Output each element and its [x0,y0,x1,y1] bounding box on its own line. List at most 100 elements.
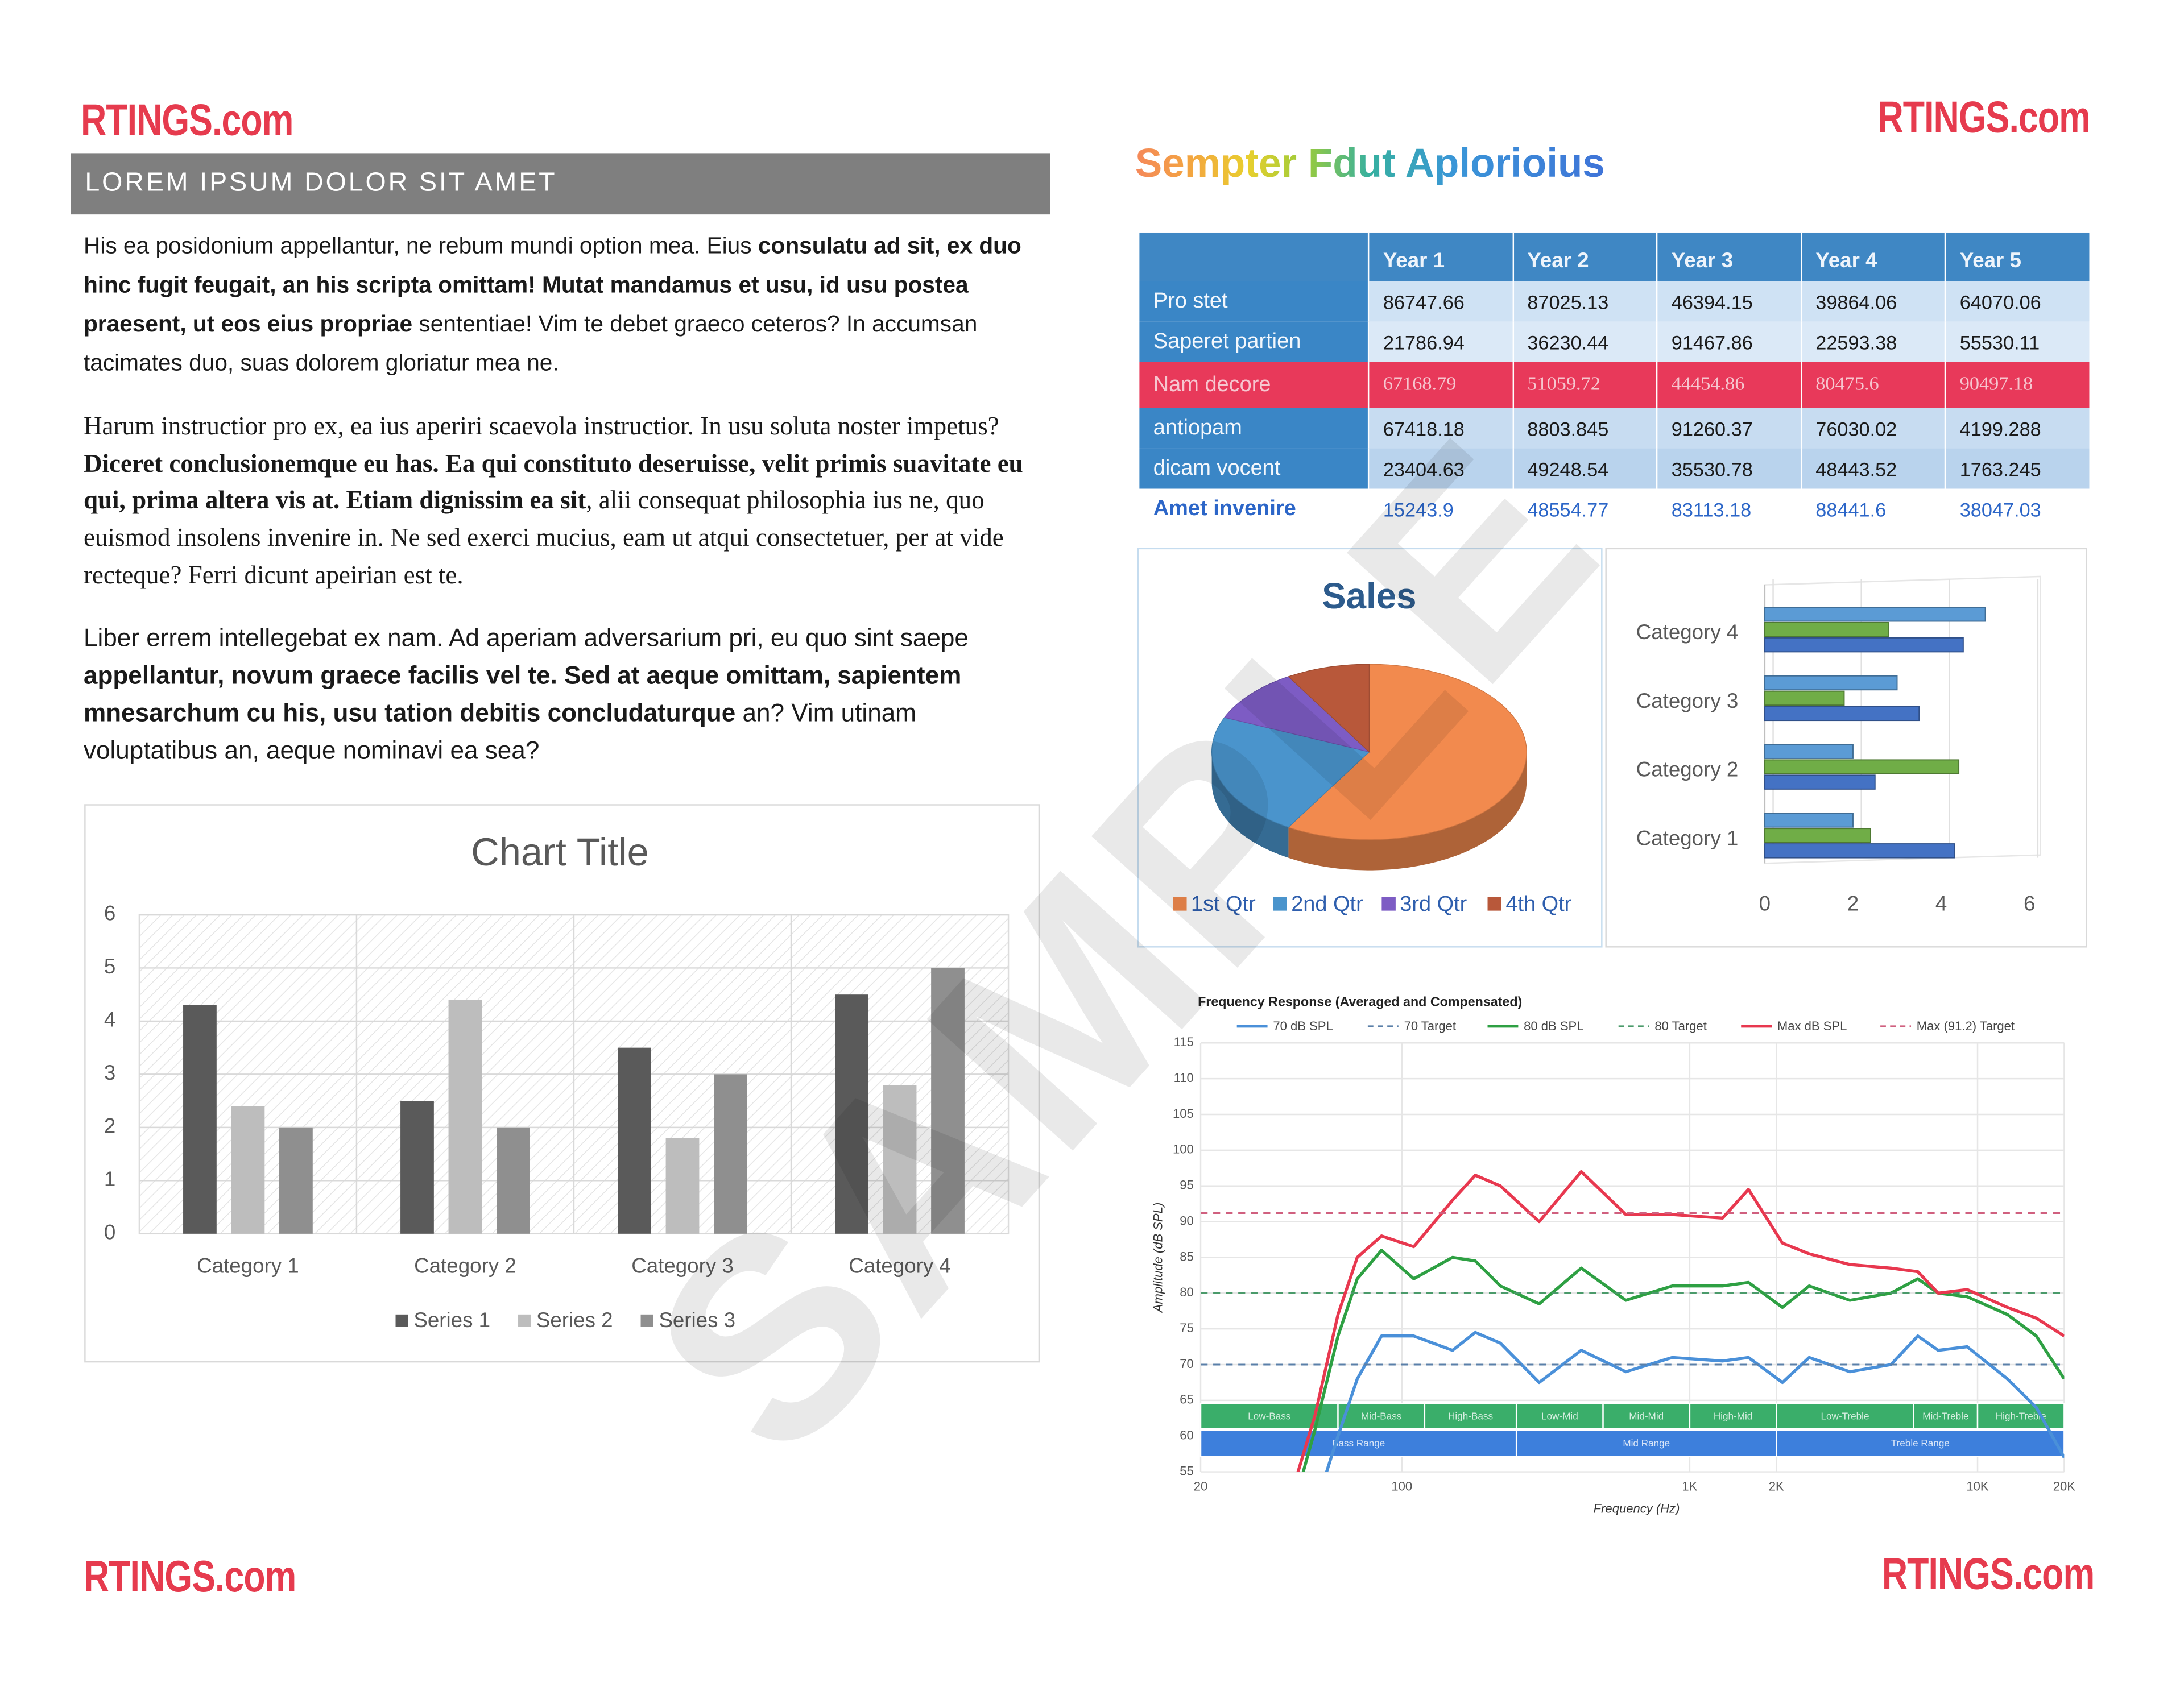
pie-slice [1288,664,1370,753]
data-table: Year 1 Year 2 Year 3 Year 4 Year 5 Pro stet 8… [1138,232,2090,529]
range-label: Bass Range [1332,1437,1385,1449]
corner-cell [1138,232,1369,281]
table-cell: 35530.78 [1656,448,1801,489]
x-tick-label: 100 [1391,1479,1412,1493]
table-cell: 83113.18 [1656,488,1801,529]
x-tick-label: 6 [2024,892,2035,915]
row-label: Pro stet [1138,281,1369,322]
x-tick-label: Category 3 [631,1254,734,1277]
column-header: Year 1 [1367,232,1513,281]
table-row: antiopam 67418.18 8803.845 91260.37 76030.02… [1138,408,2090,449]
x-axis-label: Frequency (Hz) [1594,1502,1680,1516]
legend-swatch [1381,897,1396,911]
table-cell: 86747.66 [1367,281,1513,322]
response-line [1325,1330,2065,1472]
y-tick-label: 60 [1180,1428,1194,1443]
y-tick-label: 3 [104,1061,115,1084]
plot-lines [1201,1170,2065,1472]
chart-title: Sales [1322,576,1416,616]
bar [665,1138,700,1234]
y-tick-label: 100 [1173,1142,1194,1157]
table-cell: 8803.845 [1512,408,1657,449]
chart-title: Frequency Response (Averaged and Compens… [1198,994,1522,1009]
table-cell: 49248.54 [1512,448,1657,489]
x-tick-label: 0 [1759,892,1771,915]
table-cell: 51059.72 [1512,362,1657,408]
bar [618,1047,651,1234]
range [1776,1429,2065,1457]
band-label: Low-Mid [1541,1410,1578,1421]
section-title: LOREM IPSUM DOLOR SIT AMET [71,153,1050,215]
logo: RTINGS.com [1878,92,2091,142]
x-tick-label: Category 1 [197,1254,299,1277]
band-label: High-Treble [1996,1410,2046,1421]
y-tick-label: 110 [1174,1071,1194,1085]
header-row: Year 1 Year 2 Year 3 Year 4 Year 5 [1138,232,2090,281]
x-tick-label: Category 4 [849,1254,951,1277]
column-header: Year 4 [1800,232,1946,281]
paragraph: His ea posidonium appellantur, ne rebum … [84,227,1036,383]
y-tick-label: Category 2 [1636,758,1739,781]
table-cell: 39864.06 [1800,281,1946,322]
y-tick-label: Category 3 [1636,689,1739,712]
bar [1764,706,1920,722]
legend-label: 80 dB SPL [1524,1019,1583,1033]
bar [835,994,868,1234]
legend-label: Series 1 [413,1308,490,1332]
table-cell: 76030.02 [1800,408,1946,449]
y-tick-label: 1 [104,1167,115,1191]
y-tick-label: 4 [104,1008,115,1031]
table-cell: 38047.03 [1944,488,2090,529]
column-header: Year 2 [1512,232,1657,281]
pie-side [1211,752,1289,858]
table-cell: 1763.245 [1944,448,2090,489]
row-label: Amet invenire [1138,488,1369,529]
y-tick-label: Category 4 [1636,620,1739,644]
text: sententiae! Vim te debet graeco ceteros?… [83,310,978,376]
column-header: Year 3 [1656,232,1801,281]
band-label: Mid-Bass [1361,1410,1401,1421]
bar [497,1127,530,1234]
band [1976,1403,2065,1429]
table-row: Amet invenire 15243.9 48554.77 83113.18 8844… [1138,488,2090,529]
y-tick-label: 65 [1180,1392,1194,1407]
legend-swatch [395,1314,408,1327]
table-cell: 90497.18 [1944,362,2090,408]
band [1515,1403,1604,1429]
line-chart: Frequency Response (Averaged and Compens… [1151,994,2075,1516]
band-label: Low-Treble [1821,1410,1869,1421]
legend-swatch [518,1314,531,1327]
hbar-chart: 0 2 4 6 Category 1 Category 2 Category 3 Catego… [1605,548,2087,948]
bar [1764,843,1955,859]
band-label: High-Mid [1714,1410,1753,1421]
band [1776,1403,1914,1429]
y-tick-label: 5 [104,955,115,978]
table-cell: 15243.9 [1367,488,1513,529]
y-tick-label: 0 [104,1220,115,1244]
y-tick-label: 6 [104,902,115,925]
band-label: Low-Bass [1248,1410,1290,1421]
band [1913,1403,1979,1429]
bold-text: consulatu ad sit, ex duo hinc fugit feug… [83,232,1021,337]
table-cell: 46394.15 [1656,281,1801,322]
table-row: Saperet partien 21786.94 36230.44 91467.86 2… [1138,321,2090,362]
text: His ea posidonium appellantur, ne rebum … [83,232,758,259]
table-row: Pro stet 86747.66 87025.13 46394.15 39864.06… [1138,281,2090,322]
bold-text: appellantur, novum graece facilis vel te… [83,661,962,727]
y-tick-label: 90 [1180,1213,1194,1228]
pie-side [1288,752,1527,871]
table-cell: 48554.77 [1512,488,1657,529]
bar [1764,621,1889,637]
chart-title: Chart Title [471,830,648,874]
bar [400,1101,434,1234]
table-cell: 67418.18 [1367,408,1513,449]
logo: RTINGS.com [83,1551,296,1602]
table-cell: 87025.13 [1512,281,1657,322]
table-cell: 48443.52 [1800,448,1946,489]
range-label: Mid Range [1623,1437,1670,1449]
logo: RTINGS.com [81,94,293,145]
table-cell: 80475.6 [1800,362,1946,408]
